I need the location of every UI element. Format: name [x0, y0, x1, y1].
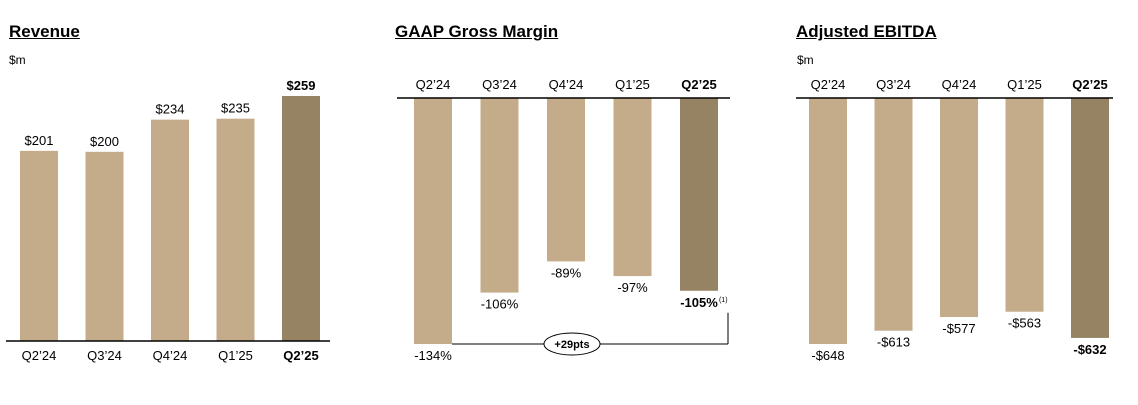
bar: [940, 98, 978, 318]
category-label: Q2’25: [283, 348, 318, 363]
ebitda-unit: $m: [797, 53, 814, 67]
gross-margin-chart: -134% Q2’24 -106% Q3’24 -89% Q4’24 -97% Q1’25 -1…: [397, 77, 730, 363]
bar: [680, 98, 718, 291]
data-label: -105%: [680, 295, 718, 310]
data-label: -$577: [942, 321, 975, 336]
category-label: Q2’25: [681, 77, 716, 92]
data-label: $259: [287, 78, 316, 93]
data-label: -$632: [1073, 342, 1106, 357]
bar: [547, 98, 585, 262]
ebitda-panel: Adjusted EBITDA $m -$648 Q2’24 -$613 Q3’24-…: [780, 0, 1138, 405]
revenue-chart: $201 Q2’24 $200 Q3’24 $234 Q4’24 $235 Q1’25 $259…: [6, 78, 330, 363]
annotation-label: +29pts: [554, 339, 589, 351]
category-label: Q1’25: [1007, 77, 1042, 92]
data-label: -$563: [1008, 316, 1041, 331]
data-label: -106%: [481, 297, 519, 312]
bar: [1071, 98, 1109, 338]
data-label: $234: [156, 102, 185, 117]
data-label: -$613: [877, 335, 910, 350]
gross-margin-panel: GAAP Gross Margin -134% Q2’24 -106% Q3’24 -8…: [385, 0, 765, 405]
data-label: $235: [221, 101, 250, 116]
bar: [480, 98, 519, 293]
revenue-panel: Revenue $m $201 Q2’24 $200 Q3’24 $234 Q4’24 $2…: [0, 0, 380, 405]
bar: [1005, 98, 1044, 312]
revenue-title: Revenue: [9, 22, 80, 41]
footnote-marker: (1): [719, 297, 728, 304]
data-label: $200: [90, 134, 119, 149]
category-label: Q3’24: [482, 77, 517, 92]
bar: [613, 98, 652, 277]
data-label: -134%: [414, 348, 452, 363]
category-label: Q1’25: [615, 77, 650, 92]
data-label: -97%: [617, 280, 648, 295]
bar: [85, 151, 124, 341]
category-label: Q4’24: [942, 77, 977, 92]
data-label: $201: [25, 133, 54, 148]
bar: [809, 98, 847, 344]
category-label: Q2’24: [416, 77, 451, 92]
bar: [874, 98, 913, 331]
category-label: Q3’24: [87, 348, 122, 363]
annotation-oval: [543, 332, 601, 356]
category-label: Q2’24: [811, 77, 846, 92]
revenue-unit: $m: [9, 53, 26, 67]
bar: [151, 119, 189, 341]
bar: [282, 96, 320, 341]
bar: [216, 118, 255, 342]
data-label: -89%: [551, 265, 582, 280]
category-label: Q1’25: [218, 348, 253, 363]
category-label: Q4’24: [153, 348, 188, 363]
category-label: Q3’24: [876, 77, 911, 92]
data-label: -$648: [811, 348, 844, 363]
category-label: Q2’25: [1072, 77, 1107, 92]
ebitda-title: Adjusted EBITDA: [796, 22, 937, 41]
category-label: Q4’24: [549, 77, 584, 92]
bar: [414, 98, 452, 344]
category-label: Q2’24: [22, 348, 57, 363]
ebitda-chart: -$648 Q2’24 -$613 Q3’24 -$577 Q4’24 -$563 Q1’25…: [796, 77, 1113, 363]
gross-margin-title: GAAP Gross Margin: [395, 22, 559, 41]
bar: [20, 150, 58, 341]
